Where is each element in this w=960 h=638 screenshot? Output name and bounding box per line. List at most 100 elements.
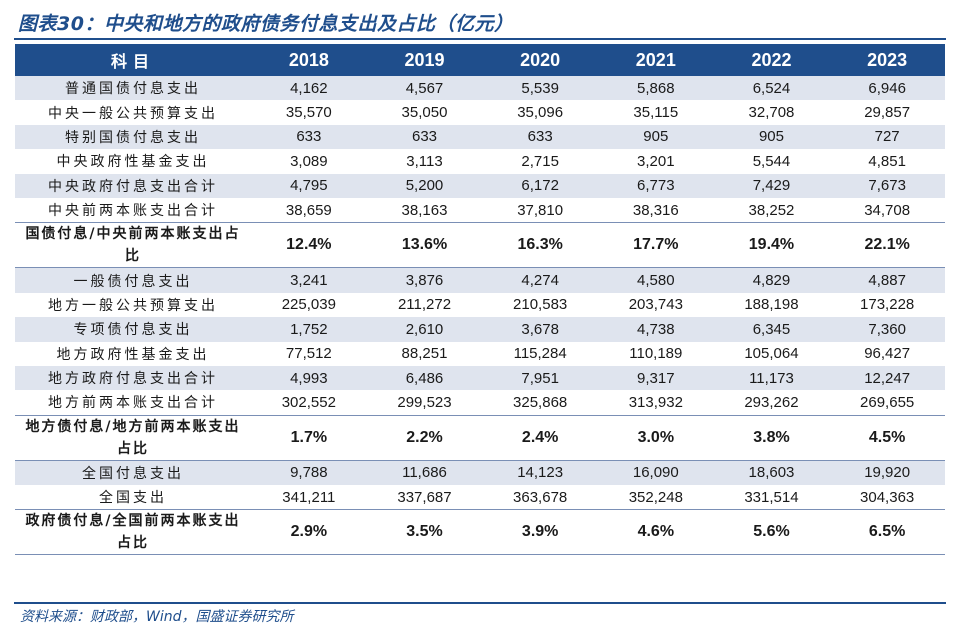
row-value: 12.4%	[251, 222, 367, 268]
row-value: 16.3%	[482, 222, 598, 268]
title-rule	[14, 38, 946, 40]
table-row: 地方前两本账支出合计 302,552 299,523 325,868 313,932 29…	[15, 390, 945, 415]
row-value: 7,360	[829, 317, 945, 342]
row-label: 地方一般公共预算支出	[48, 297, 218, 314]
row-value: 19,920	[829, 460, 945, 486]
row-value: 35,570	[285, 104, 332, 122]
table-row: 特别国债付息支出 633 633 633 905 905 727	[15, 124, 945, 150]
header-year: 2018	[251, 44, 367, 76]
footer-rule	[14, 602, 946, 604]
row-value: 6,773	[597, 173, 714, 198]
row-value: 211,272	[397, 296, 452, 314]
row-value: 77,512	[285, 345, 332, 363]
row-value: 4,162	[251, 76, 367, 101]
row-value: 203,743	[628, 296, 683, 314]
row-label: 中央政府付息支出合计	[15, 173, 252, 198]
row-value: 7,429	[713, 173, 830, 198]
row-value: 299,523	[397, 393, 452, 411]
ratio-row: 地方债付息/地方前两本账支出占比 1.7% 2.2% 2.4% 3.0% 3.8% 4.5%	[15, 415, 945, 461]
row-value: 313,932	[628, 393, 683, 411]
row-label: 中央政府性基金支出	[56, 154, 210, 171]
row-value: 105,064	[744, 345, 799, 363]
row-value: 9,317	[597, 365, 714, 391]
row-value: 3,201	[637, 152, 675, 170]
table-row: 地方一般公共预算支出 225,039 211,272 210,583 203,743 18…	[15, 293, 945, 317]
row-value: 18,603	[713, 460, 830, 486]
row-value: 38,316	[632, 201, 679, 219]
row-value: 11,173	[713, 365, 830, 391]
row-value: 34,708	[864, 201, 911, 219]
row-value: 38,659	[285, 201, 332, 219]
row-value: 3,678	[482, 317, 598, 342]
row-value: 4,851	[868, 152, 906, 170]
row-value: 110,189	[629, 345, 683, 363]
row-value: 1.7%	[251, 415, 367, 461]
row-label: 全国付息支出	[15, 460, 252, 486]
row-value: 88,251	[401, 345, 448, 363]
table-row: 全国支出 341,211 337,687 363,678 352,248 331,514 3…	[15, 485, 945, 510]
header-year: 2022	[713, 44, 830, 76]
row-label: 中央前两本账支出合计	[48, 203, 218, 220]
source-note: 资料来源：财政部，Wind，国盛证券研究所	[20, 609, 294, 625]
row-value: 6.5%	[829, 509, 945, 555]
row-value: 325,868	[513, 393, 568, 411]
row-value: 3,241	[251, 267, 367, 293]
row-value: 2.2%	[366, 415, 483, 461]
row-value: 19.4%	[713, 222, 830, 268]
row-value: 7,673	[829, 173, 945, 198]
row-value: 3.0%	[597, 415, 714, 461]
row-value: 4,993	[251, 365, 367, 391]
row-value: 3,089	[290, 152, 328, 170]
row-label: 地方政府付息支出合计	[15, 365, 252, 391]
row-value: 302,552	[281, 393, 336, 411]
row-value: 14,123	[482, 460, 598, 486]
row-value: 3.8%	[713, 415, 830, 461]
row-value: 4,274	[482, 267, 598, 293]
row-value: 16,090	[597, 460, 714, 486]
row-value: 35,115	[633, 104, 679, 122]
row-value: 4,580	[597, 267, 714, 293]
row-value: 4,795	[251, 173, 367, 198]
row-value: 905	[713, 124, 830, 150]
table-row: 地方政府性基金支出 77,512 88,251 115,284 110,189 105,0…	[15, 342, 945, 366]
row-value: 293,262	[744, 393, 799, 411]
row-value: 11,686	[366, 460, 483, 486]
row-value: 4,829	[713, 267, 830, 293]
header-year: 2020	[482, 44, 598, 76]
row-value: 17.7%	[597, 222, 714, 268]
row-value: 2,715	[521, 152, 559, 170]
table-row: 地方政府付息支出合计 4,993 6,486 7,951 9,317 11,173 12,2…	[15, 365, 945, 391]
row-value: 6,172	[482, 173, 598, 198]
row-value: 3.5%	[366, 509, 483, 555]
row-label: 专项债付息支出	[15, 317, 252, 342]
figure-title: 图表30：中央和地方的政府债务付息支出及占比（亿元）	[18, 13, 514, 35]
row-label: 地方债付息/地方前两本账支出占比	[15, 415, 252, 461]
row-value: 6,486	[366, 365, 483, 391]
ratio-row: 国债付息/中央前两本账支出占比 12.4% 13.6% 16.3% 17.7% 19.4%…	[15, 222, 945, 268]
row-value: 363,678	[513, 488, 568, 506]
row-value: 6,946	[829, 76, 945, 101]
table-row: 中央前两本账支出合计 38,659 38,163 37,810 38,316 38,252…	[15, 198, 945, 223]
row-value: 6,345	[713, 317, 830, 342]
header-year: 2023	[829, 44, 945, 76]
table-row: 中央政府性基金支出 3,089 3,113 2,715 3,201 5,544 4,851	[15, 149, 945, 173]
row-value: 4.5%	[829, 415, 945, 461]
row-value: 633	[482, 124, 598, 150]
table-row: 中央一般公共预算支出 35,570 35,050 35,096 35,115 32,708…	[15, 100, 945, 124]
row-value: 304,363	[860, 488, 915, 506]
row-label: 全国支出	[99, 490, 167, 507]
row-label: 一般债付息支出	[15, 267, 252, 293]
row-value: 331,514	[744, 488, 799, 506]
ratio-row: 政府债付息/全国前两本账支出占比 2.9% 3.5% 3.9% 4.6% 5.6% 6.5%	[15, 509, 945, 555]
row-label: 中央一般公共预算支出	[48, 105, 218, 122]
row-value: 2.9%	[251, 509, 367, 555]
row-value: 1,752	[251, 317, 367, 342]
table-row: 中央政府付息支出合计 4,795 5,200 6,172 6,773 7,429 7,673	[15, 173, 945, 198]
row-value: 4.6%	[597, 509, 714, 555]
row-value: 727	[829, 124, 945, 150]
row-value: 4,567	[366, 76, 483, 101]
row-value: 633	[366, 124, 483, 150]
row-value: 37,810	[517, 201, 564, 219]
row-value: 9,788	[251, 460, 367, 486]
row-value: 225,039	[281, 296, 336, 314]
